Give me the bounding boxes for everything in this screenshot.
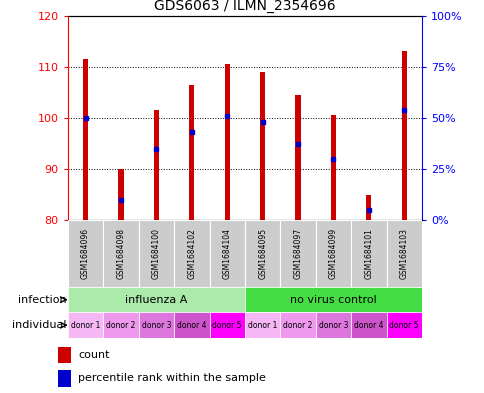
Text: donor 4: donor 4 [353, 321, 383, 330]
Text: GSM1684097: GSM1684097 [293, 228, 302, 279]
Text: donor 3: donor 3 [318, 321, 348, 330]
Bar [315, 220, 350, 287]
Bar [280, 220, 315, 287]
Bar [244, 220, 280, 287]
Text: percentile rank within the sample: percentile rank within the sample [78, 373, 266, 384]
Text: donor 1: donor 1 [247, 321, 277, 330]
Bar [153, 110, 159, 220]
Text: donor 3: donor 3 [141, 321, 171, 330]
Bar [350, 220, 386, 287]
Text: GSM1684096: GSM1684096 [81, 228, 90, 279]
Text: GSM1684101: GSM1684101 [363, 228, 373, 279]
Text: donor 4: donor 4 [177, 321, 206, 330]
Bar [68, 220, 103, 287]
Bar [224, 64, 229, 220]
Bar [315, 312, 350, 338]
Bar [103, 312, 138, 338]
Bar [350, 312, 386, 338]
Text: individual: individual [12, 320, 66, 330]
Text: donor 2: donor 2 [106, 321, 136, 330]
Text: GSM1684099: GSM1684099 [328, 228, 337, 279]
Bar [401, 51, 406, 220]
Text: donor 5: donor 5 [389, 321, 418, 330]
Bar [58, 347, 71, 363]
Bar [103, 220, 138, 287]
Bar [330, 115, 335, 220]
Bar [68, 287, 244, 312]
Text: GSM1684104: GSM1684104 [222, 228, 231, 279]
Bar [138, 312, 174, 338]
Bar [244, 312, 280, 338]
Bar [365, 195, 371, 220]
Bar [244, 287, 421, 312]
Bar [58, 370, 71, 387]
Text: infection: infection [17, 295, 66, 305]
Bar [209, 220, 244, 287]
Bar [68, 312, 103, 338]
Bar [174, 312, 209, 338]
Text: donor 2: donor 2 [283, 321, 312, 330]
Bar [295, 95, 300, 220]
Text: no virus control: no virus control [289, 295, 376, 305]
Text: GSM1684103: GSM1684103 [399, 228, 408, 279]
Text: GSM1684095: GSM1684095 [257, 228, 267, 279]
Bar [118, 169, 123, 220]
Bar [386, 220, 421, 287]
Bar [189, 84, 194, 220]
Text: GSM1684100: GSM1684100 [151, 228, 161, 279]
Bar [138, 220, 174, 287]
Text: influenza A: influenza A [125, 295, 187, 305]
Bar [386, 312, 421, 338]
Text: GSM1684102: GSM1684102 [187, 228, 196, 279]
Title: GDS6063 / ILMN_2354696: GDS6063 / ILMN_2354696 [154, 0, 335, 13]
Text: donor 5: donor 5 [212, 321, 242, 330]
Bar [280, 312, 315, 338]
Bar [174, 220, 209, 287]
Bar [83, 59, 88, 220]
Text: GSM1684098: GSM1684098 [116, 228, 125, 279]
Text: count: count [78, 350, 109, 360]
Bar [209, 312, 244, 338]
Bar [259, 72, 265, 220]
Text: donor 1: donor 1 [71, 321, 100, 330]
